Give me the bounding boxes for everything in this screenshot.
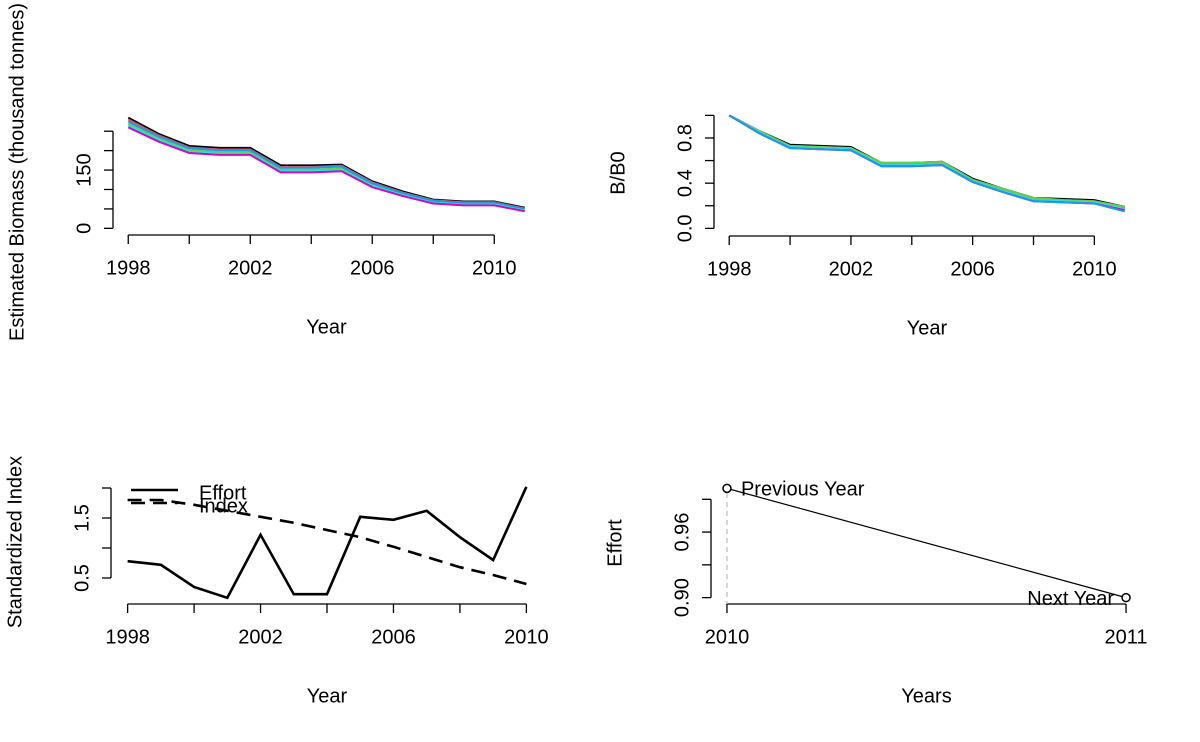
point bbox=[722, 483, 732, 494]
x-tick-label: 2002 bbox=[228, 257, 273, 279]
y-tick-label: 0.5 bbox=[71, 564, 93, 592]
x-axis-label: Year bbox=[306, 316, 347, 338]
y-tick-label: 150 bbox=[73, 153, 95, 186]
y-axis-label: B/B0 bbox=[607, 151, 629, 194]
series-line bbox=[127, 126, 525, 213]
series-line bbox=[728, 114, 1125, 208]
y-tick-label: 0 bbox=[73, 223, 95, 234]
x-axis-label: Year bbox=[307, 685, 348, 707]
legend-label: Effort bbox=[199, 482, 247, 504]
x-axis-label: Years bbox=[901, 685, 951, 707]
y-tick-label: 0.96 bbox=[671, 513, 693, 552]
x-tick-label: 2010 bbox=[705, 626, 750, 648]
x-tick-label: 1998 bbox=[106, 257, 151, 279]
x-tick-label: 2002 bbox=[238, 626, 283, 648]
x-tick-label: 2006 bbox=[371, 626, 416, 648]
x-tick-label: 2011 bbox=[1105, 626, 1148, 648]
x-tick-label: 2010 bbox=[472, 257, 517, 279]
series-line bbox=[728, 114, 1126, 213]
y-axis-label: Standardized Index bbox=[4, 456, 26, 628]
y-tick-label: 0.90 bbox=[671, 578, 693, 617]
series-line bbox=[127, 498, 527, 586]
point-label: Previous Year bbox=[741, 479, 865, 501]
x-axis-label: Year bbox=[907, 317, 948, 339]
x-tick-label: 2010 bbox=[504, 626, 549, 648]
y-axis-label: Effort bbox=[604, 519, 626, 567]
series-line bbox=[726, 487, 1127, 599]
point-label: Next Year bbox=[1027, 588, 1114, 610]
series-line bbox=[127, 486, 528, 600]
series-line bbox=[728, 114, 1126, 211]
x-tick-label: 2010 bbox=[1072, 258, 1117, 280]
y-tick-label: 0.4 bbox=[674, 169, 696, 197]
x-tick-label: 2002 bbox=[829, 258, 874, 280]
y-tick-label: 0.8 bbox=[674, 124, 696, 152]
x-tick-label: 1998 bbox=[105, 626, 150, 648]
x-tick-label: 1998 bbox=[707, 258, 752, 280]
y-tick-label: 1.5 bbox=[71, 504, 93, 532]
series-line bbox=[127, 120, 525, 210]
x-tick-label: 2006 bbox=[950, 258, 995, 280]
legend-label: Index bbox=[199, 495, 248, 517]
series-line bbox=[728, 114, 1126, 208]
x-tick-label: 2006 bbox=[350, 257, 395, 279]
series-line bbox=[127, 116, 525, 209]
point bbox=[1121, 592, 1131, 603]
y-axis-label: Estimated Biomass (thousand tonnes) bbox=[6, 3, 28, 341]
y-tick-label: 0.0 bbox=[674, 214, 696, 242]
